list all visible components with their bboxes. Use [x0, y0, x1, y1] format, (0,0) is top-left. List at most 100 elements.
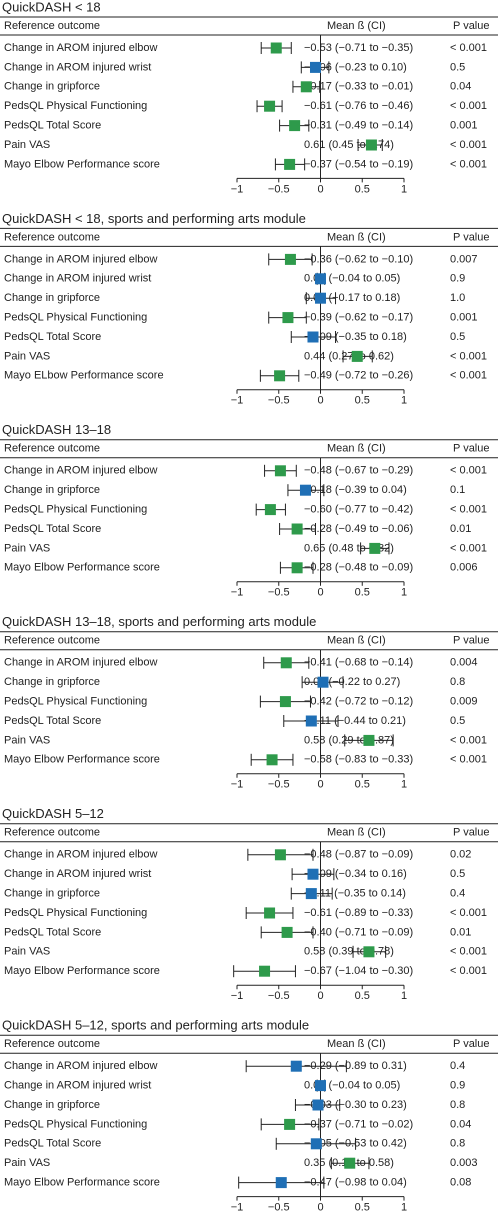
row-label: Change in gripforce: [4, 676, 100, 688]
estimate-marker: [259, 965, 271, 977]
p-value: 0.009: [450, 696, 478, 708]
estimate-marker: [264, 504, 276, 516]
p-value: < 0.001: [450, 734, 487, 746]
x-tick-label: −1: [231, 587, 244, 599]
row-label: Pain VAS: [4, 1157, 50, 1169]
estimate-marker: [300, 81, 312, 93]
x-tick-label: 0.5: [355, 990, 370, 1002]
column-header: Mean ß (CI): [327, 1038, 386, 1050]
estimate-marker: [264, 907, 276, 919]
row-label: Change in gripforce: [4, 81, 100, 93]
p-value: 0.8: [450, 1138, 465, 1150]
p-value: < 0.001: [450, 350, 487, 362]
p-value: < 0.001: [450, 42, 487, 54]
column-header: Mean ß (CI): [327, 20, 386, 32]
estimate-label: −0.29 (−0.89 to 0.31): [304, 1060, 407, 1072]
p-value: < 0.001: [450, 370, 487, 382]
row-label: PedsQL Total Score: [4, 715, 101, 727]
p-value: 0.5: [450, 868, 465, 880]
estimate-marker: [281, 926, 293, 938]
estimate-marker: [310, 1138, 322, 1150]
p-value: 0.001: [450, 312, 478, 324]
estimate-marker: [279, 696, 291, 708]
estimate-label: −0.67 (−1.04 to −0.30): [304, 965, 413, 977]
column-header: P value: [453, 231, 490, 243]
column-header: Reference outcome: [4, 635, 100, 647]
panel-title: QuickDASH < 18: [2, 0, 101, 14]
p-value: < 0.001: [450, 965, 487, 977]
p-value: 0.5: [450, 331, 465, 343]
p-value: 0.001: [450, 120, 478, 132]
p-value: 0.004: [450, 657, 478, 669]
column-header: P value: [453, 827, 490, 839]
p-value: 0.1: [450, 484, 465, 496]
p-value: < 0.001: [450, 754, 487, 766]
estimate-marker: [289, 120, 301, 132]
p-value: < 0.001: [450, 907, 487, 919]
p-value: < 0.001: [450, 542, 487, 554]
estimate-marker: [312, 1099, 324, 1111]
row-label: PedsQL Physical Functioning: [4, 1118, 147, 1130]
p-value: < 0.001: [450, 946, 487, 958]
estimate-marker: [282, 312, 294, 324]
panel-title: QuickDASH < 18, sports and performing ar…: [2, 211, 306, 226]
estimate-marker: [369, 542, 381, 554]
estimate-label: −0.28 (−0.48 to −0.09): [304, 562, 413, 574]
estimate-label: 0.00 (−0.04 to 0.05): [304, 273, 400, 285]
x-tick-label: 0: [317, 395, 323, 407]
p-value: 0.4: [450, 888, 465, 900]
column-header: Reference outcome: [4, 1038, 100, 1050]
column-header: Mean ß (CI): [327, 635, 386, 647]
row-label: PedsQL Physical Functioning: [4, 504, 147, 516]
p-value: < 0.001: [450, 465, 487, 477]
estimate-label: −0.58 (−0.83 to −0.33): [304, 754, 413, 766]
estimate-marker: [363, 946, 375, 958]
estimate-label: −0.49 (−0.72 to −0.26): [304, 370, 413, 382]
estimate-marker: [315, 292, 326, 304]
row-label: PedsQL Total Score: [4, 926, 101, 938]
x-tick-label: −0.5: [268, 587, 290, 599]
estimate-marker: [315, 273, 326, 285]
row-label: Change in gripforce: [4, 888, 100, 900]
x-tick-label: 0: [317, 183, 323, 195]
estimate-marker: [264, 100, 276, 112]
estimate-marker: [305, 888, 317, 900]
p-value: 0.006: [450, 562, 478, 574]
p-value: < 0.001: [450, 100, 487, 112]
column-header: P value: [453, 20, 490, 32]
p-value: 0.01: [450, 926, 471, 938]
estimate-marker: [307, 331, 319, 343]
estimate-marker: [315, 1080, 326, 1092]
x-tick-label: −0.5: [268, 395, 290, 407]
column-header: P value: [453, 1038, 490, 1050]
x-tick-label: 1: [401, 395, 407, 407]
p-value: 0.9: [450, 1080, 465, 1092]
row-label: PedsQL Physical Functioning: [4, 312, 147, 324]
panel-title: QuickDASH 13–18: [2, 422, 111, 437]
row-label: Pain VAS: [4, 946, 50, 958]
x-tick-label: −1: [231, 395, 244, 407]
row-label: Change in gripforce: [4, 1099, 100, 1111]
x-tick-label: 0.5: [355, 395, 370, 407]
estimate-label: −0.09 (−0.35 to 0.18): [304, 331, 407, 343]
estimate-marker: [274, 465, 286, 477]
row-label: Change in AROM injured wrist: [4, 1080, 151, 1092]
estimate-label: −0.36 (−0.62 to −0.10): [304, 253, 413, 265]
estimate-label: −0.31 (−0.49 to −0.14): [304, 120, 413, 132]
x-tick-label: −0.5: [268, 183, 290, 195]
estimate-label: −0.53 (−0.71 to −0.35): [304, 42, 413, 54]
estimate-label: −0.03 (−0.30 to 0.23): [304, 1099, 407, 1111]
estimate-label: −0.41 (−0.68 to −0.14): [304, 657, 413, 669]
p-value: 0.003: [450, 1157, 478, 1169]
estimate-label: −0.40 (−0.71 to −0.09): [304, 926, 413, 938]
row-label: Change in AROM injured elbow: [4, 42, 158, 54]
panel-title: QuickDASH 5–12: [2, 806, 104, 821]
estimate-label: −0.37 (−0.54 to −0.19): [304, 158, 413, 170]
x-tick-label: 0.5: [355, 1202, 370, 1211]
p-value: 0.8: [450, 676, 465, 688]
estimate-label: −0.60 (−0.77 to −0.42): [304, 504, 413, 516]
column-header: Mean ß (CI): [327, 827, 386, 839]
row-label: Change in AROM injured elbow: [4, 1060, 158, 1072]
p-value: 1.0: [450, 292, 465, 304]
